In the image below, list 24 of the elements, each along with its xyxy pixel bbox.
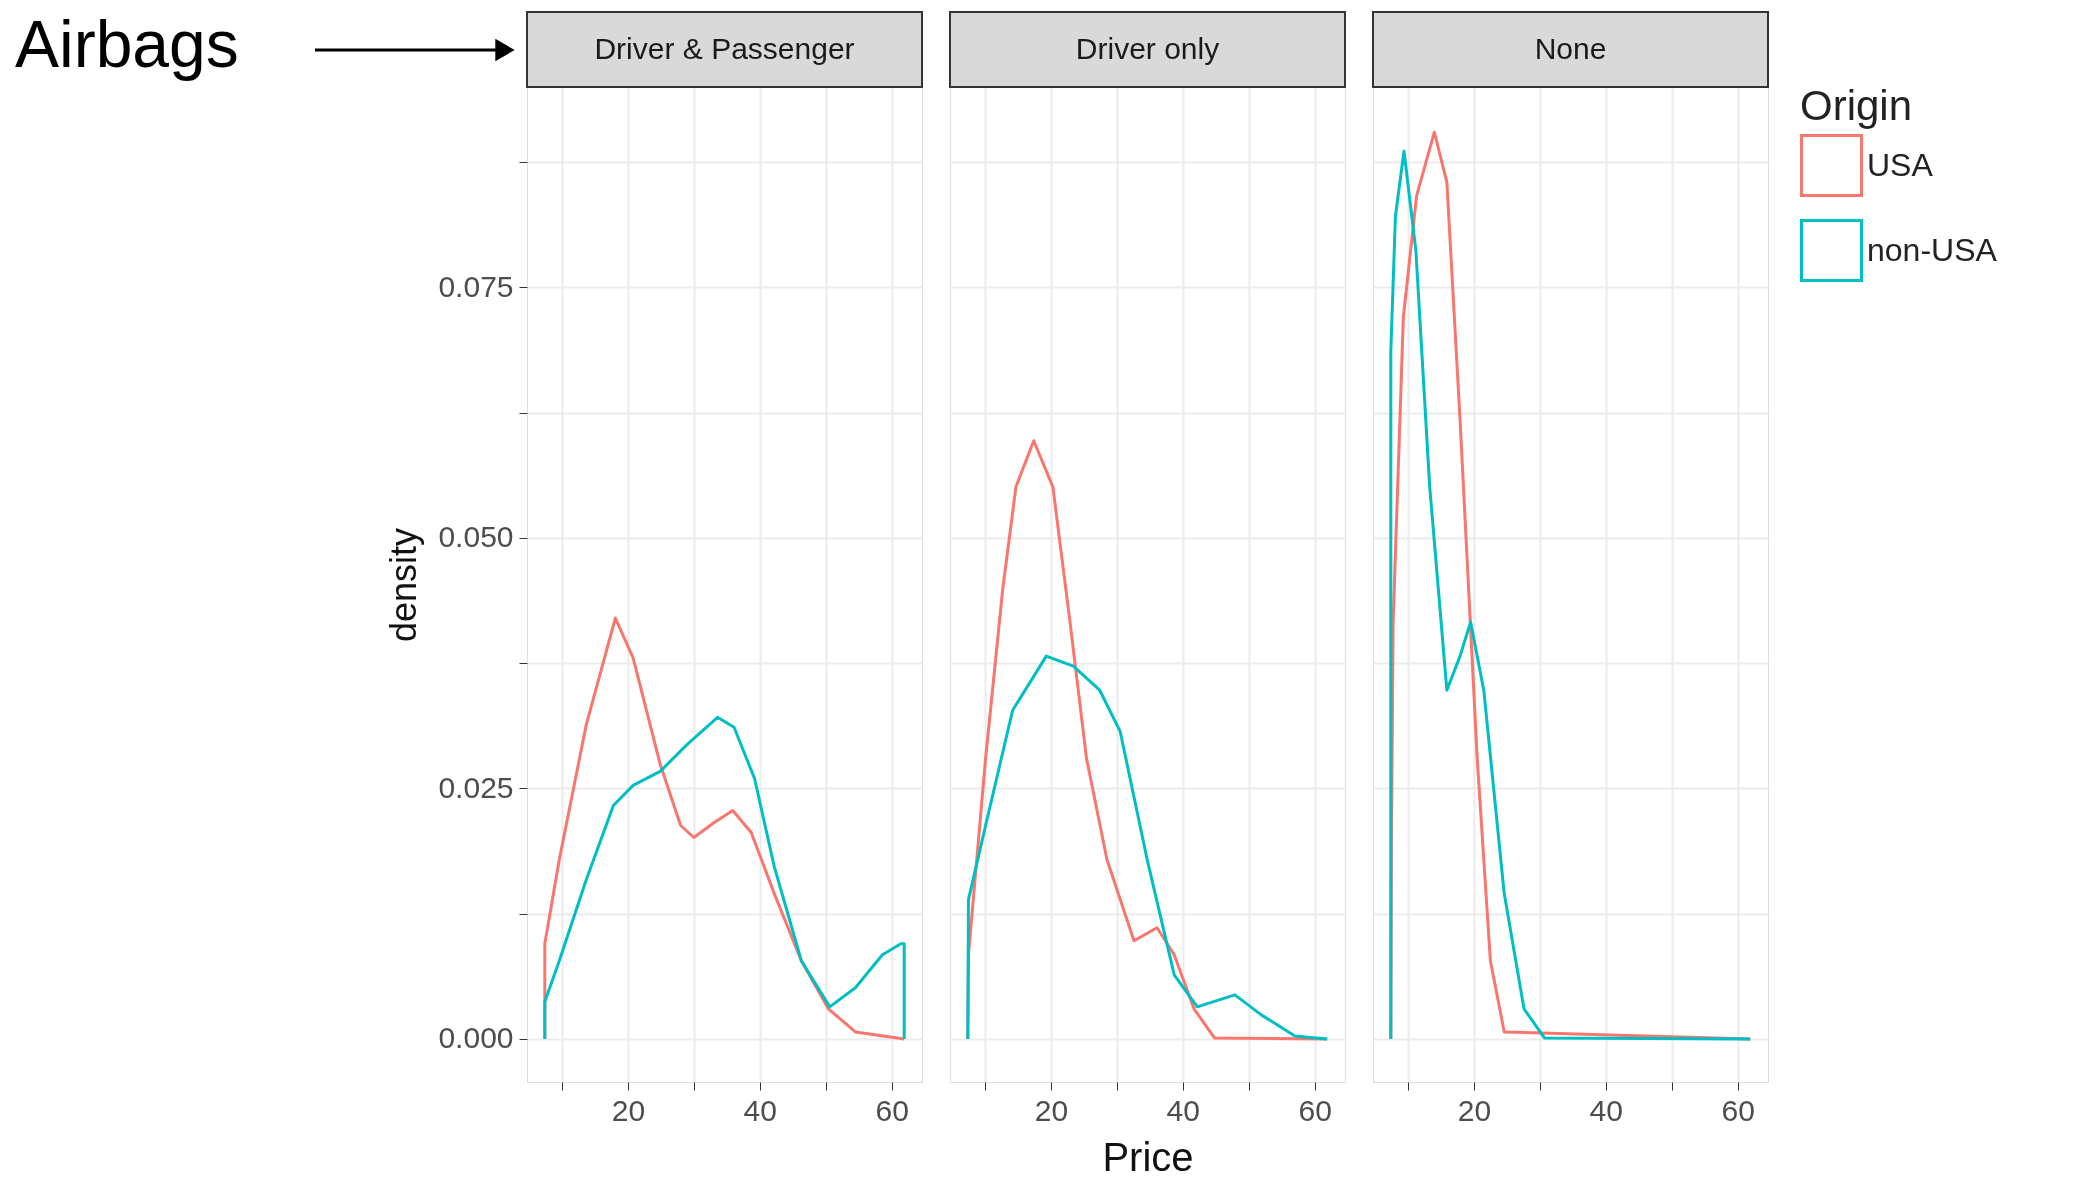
chart-title: None — [1534, 32, 1607, 65]
y-tick-label: 0.025 — [438, 770, 514, 804]
line-series — [543, 715, 906, 1041]
x-tick-label: 20 — [611, 1093, 646, 1127]
chart-title: Driver & Passenger — [594, 32, 855, 65]
x-tick-label: 40 — [743, 1093, 777, 1127]
y-tick-label: 0.000 — [438, 1021, 514, 1055]
x-tick-label: 20 — [1457, 1093, 1492, 1127]
x-tick-label: 40 — [1166, 1093, 1200, 1127]
text: Airbags — [15, 7, 239, 81]
chart-title: Driver only — [1075, 32, 1220, 65]
x-tick-label: 60 — [1298, 1093, 1332, 1127]
x-tick-label: 60 — [875, 1093, 909, 1127]
x-tick-label: 40 — [1589, 1093, 1623, 1127]
x-tick-label: 20 — [1034, 1093, 1069, 1127]
legend-label: non-USA — [1867, 231, 1998, 268]
y-tick-label: 0.075 — [438, 269, 514, 303]
y-tick-label: 0.050 — [438, 520, 514, 554]
x-tick-label: 60 — [1721, 1093, 1755, 1127]
y-axis-title: density — [383, 527, 425, 643]
legend-title: Origin — [1800, 82, 1913, 129]
line-series — [543, 616, 906, 1041]
x-axis-title: Price — [1102, 1134, 1194, 1179]
legend-label: USA — [1867, 146, 1934, 183]
